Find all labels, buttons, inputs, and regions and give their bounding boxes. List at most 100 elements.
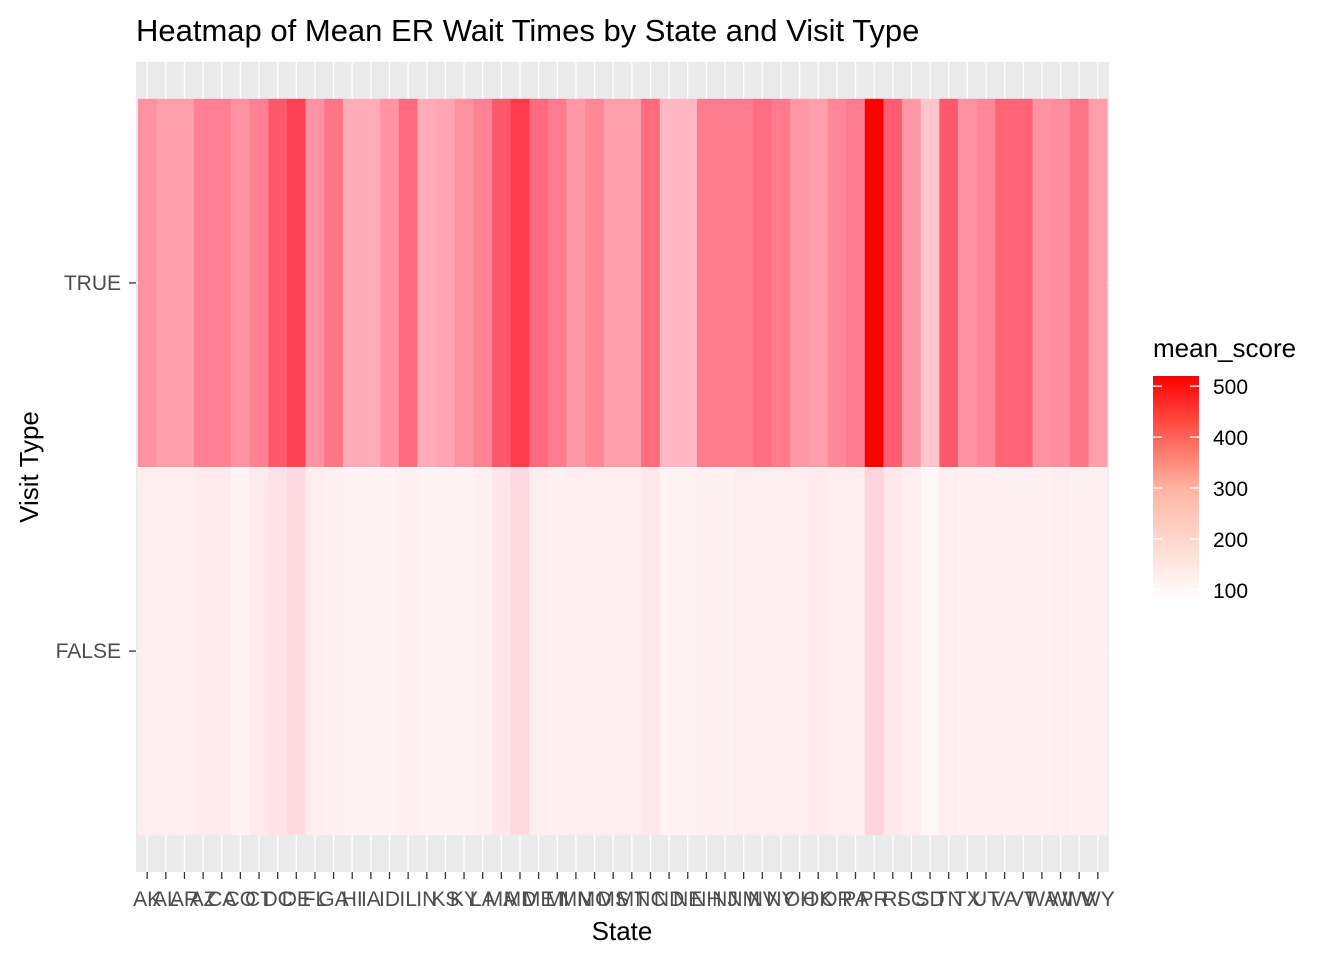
heatmap-cell-pr-false [864, 467, 884, 836]
heatmap-cell-ak-true [137, 98, 157, 468]
heatmap-cell-co-false [231, 467, 251, 836]
x-tick-label: MD [504, 888, 537, 911]
x-tick-label: VT [1010, 888, 1037, 911]
x-tick-label: DC [262, 888, 292, 911]
heatmap-cell-hi-true [342, 98, 362, 468]
x-tick-label: WV [1062, 888, 1096, 911]
heatmap-cell-ne-true [678, 98, 698, 468]
x-axis-title: State [592, 916, 653, 946]
x-tick-label: AL [153, 888, 179, 911]
heatmap-cell-nc-true [641, 98, 661, 468]
x-tick-label: DE [282, 888, 311, 911]
heatmap-cell-wv-true [1069, 98, 1089, 468]
heatmap-cell-ma-false [492, 467, 512, 836]
legend-tick-label: 500 [1213, 376, 1248, 399]
legend: mean_score 100 200 300 400 500 [1153, 333, 1296, 603]
heatmap-cell-wa-false [1032, 467, 1052, 836]
heatmap-cell-de-false [286, 467, 307, 836]
heatmap-cell-pr-true [864, 98, 884, 468]
x-tick-label: TX [954, 888, 981, 911]
heatmap-cell-nd-false [659, 467, 679, 836]
y-tick-label: FALSE [56, 640, 121, 663]
x-tick-label: LA [470, 888, 496, 911]
x-tick-label: WY [1081, 888, 1115, 911]
x-tick-label: ID [379, 888, 400, 911]
heatmap-cell-id-true [380, 98, 400, 468]
x-tick-label: MA [486, 888, 518, 911]
x-tick-label: KY [450, 888, 478, 911]
heatmap-cell-oh-true [790, 98, 810, 468]
heatmap-cell-al-false [156, 467, 176, 836]
heatmap-cells [136, 62, 1109, 872]
heatmap-cell-in-false [417, 467, 437, 836]
heatmap-cell-ri-false [883, 467, 903, 836]
heatmap-cell-ok-true [808, 98, 828, 468]
heatmap-cell-md-true [510, 98, 530, 468]
heatmap-cell-la-false [473, 467, 493, 836]
heatmap-cell-nh-false [697, 467, 717, 836]
legend-tick-label: 100 [1213, 580, 1248, 603]
heatmap-cell-ny-true [771, 98, 791, 468]
legend-tick-label: 300 [1213, 478, 1248, 501]
heatmap-cell-az-false [193, 467, 213, 836]
heatmap-cell-mn-false [566, 467, 586, 836]
heatmap-cell-tn-true [939, 98, 959, 468]
heatmap-cell-hi-false [342, 467, 362, 836]
x-tick-label: RI [882, 888, 903, 911]
heatmap-cell-fl-true [305, 98, 325, 468]
chart-title: Heatmap of Mean ER Wait Times by State a… [136, 13, 919, 48]
heatmap-cell-oh-false [790, 467, 810, 836]
heatmap-cell-ky-true [454, 98, 474, 468]
heatmap-cell-ar-true [175, 98, 195, 468]
y-axis: FALSE TRUE [56, 272, 136, 663]
heatmap-cell-la-true [473, 98, 493, 468]
heatmap-cell-ia-true [361, 98, 381, 468]
legend-tick-label: 400 [1213, 427, 1248, 450]
heatmap-cell-il-false [398, 467, 418, 836]
heatmap-cell-ca-false [212, 467, 232, 836]
heatmap-cell-or-false [827, 467, 847, 836]
heatmap-cell-ar-false [175, 467, 195, 836]
x-tick-label: NC [635, 888, 665, 911]
heatmap-cell-wy-false [1088, 467, 1108, 836]
heatmap-cell-ga-false [324, 467, 344, 836]
x-tick-label: CA [207, 888, 236, 911]
heatmap-cell-sc-false [902, 467, 922, 836]
heatmap-cell-nj-false [715, 467, 735, 836]
x-tick-label: WI [1048, 888, 1074, 911]
x-tick-label: VA [991, 888, 1017, 911]
heatmap-cell-mt-true [622, 98, 642, 468]
heatmap-cell-wv-false [1069, 467, 1089, 836]
heatmap-cell-me-true [529, 98, 549, 468]
x-tick-label: ND [654, 888, 684, 911]
x-tick-label: IA [361, 888, 381, 911]
heatmap-cell-tn-false [939, 467, 959, 836]
heatmap-cell-mi-false [547, 467, 567, 836]
heatmap-cell-dc-true [268, 98, 288, 468]
x-tick-label: NE [673, 888, 702, 911]
heatmap-cell-sd-true [920, 98, 940, 468]
heatmap-cell-az-true [193, 98, 213, 468]
heatmap-cell-nm-false [734, 467, 754, 836]
heatmap-cell-al-true [156, 98, 176, 468]
heatmap-cell-mo-false [585, 467, 605, 836]
x-tick-label: HI [342, 888, 363, 911]
heatmap-cell-ne-false [678, 467, 698, 836]
heatmap-cell-vt-true [1013, 98, 1033, 468]
heatmap-cell-mo-true [585, 98, 605, 468]
heatmap-cell-nv-true [752, 98, 773, 468]
heatmap-cell-ks-true [436, 98, 456, 468]
x-tick-label: IN [416, 888, 437, 911]
heatmap-cell-ct-false [249, 467, 269, 836]
heatmap-cell-wy-true [1088, 98, 1108, 468]
heatmap-cell-in-true [417, 98, 437, 468]
x-tick-label: IL [399, 888, 417, 911]
x-tick-label: NV [748, 888, 777, 911]
heatmap-cell-fl-false [305, 467, 325, 836]
x-tick-label: WA [1025, 888, 1058, 911]
x-tick-label: CT [245, 888, 273, 911]
heatmap-cell-nc-false [641, 467, 661, 836]
x-tick-label: MO [578, 888, 612, 911]
x-tick-label: PR [860, 888, 889, 911]
